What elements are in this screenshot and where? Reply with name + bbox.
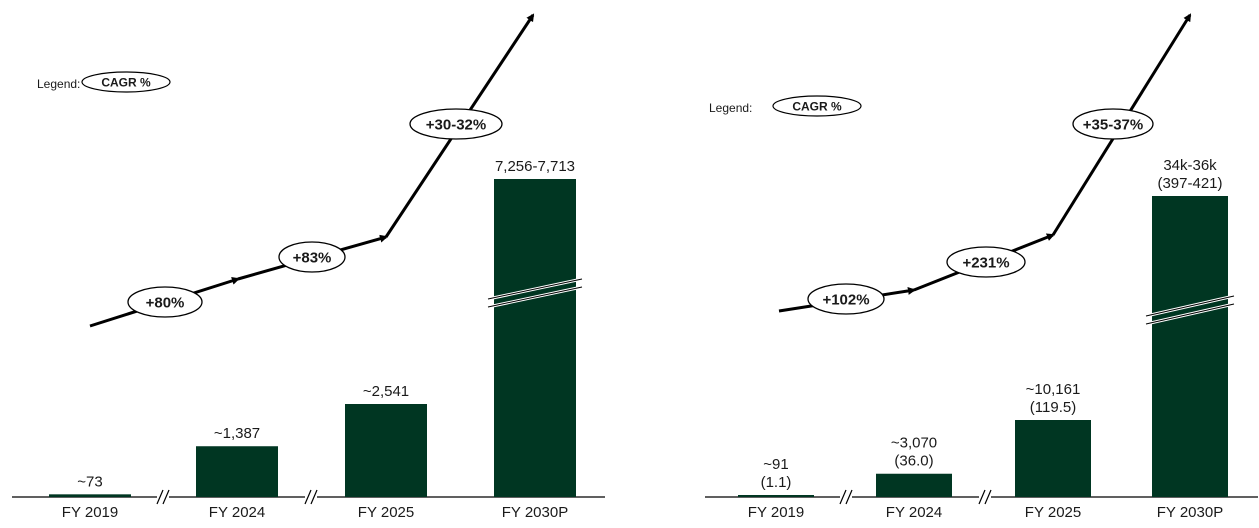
tick-label-right-3: FY 2030P: [1157, 504, 1223, 521]
value-label-left-2: ~2,541: [363, 383, 409, 400]
axis-break-gap-left-0: [157, 495, 169, 499]
legend-label-left: Legend:: [37, 77, 80, 91]
legend-pill-text-left: CAGR %: [101, 76, 151, 90]
bar-right-0: [738, 495, 814, 497]
cagr-pill-right-2: [946, 246, 1026, 278]
axis-break-mark-left-1-1: [310, 489, 318, 505]
legend-pill-text-right: CAGR %: [792, 100, 842, 114]
cagr-text-left-2: +83%: [293, 250, 332, 267]
bar-break-line-right-1: [1145, 303, 1235, 325]
tick-label-left-1: FY 2024: [209, 504, 265, 521]
value-label-left-0: ~73: [77, 473, 102, 490]
value-label-right-1-0: ~3,070: [891, 435, 937, 452]
bar-right-3: [1152, 196, 1228, 497]
cagr-text-right-2: +231%: [962, 255, 1009, 272]
value-label-right-0-1: (1.1): [761, 474, 792, 491]
axis-break-mark-right-1-0: [978, 489, 986, 505]
value-label-left-1: ~1,387: [214, 425, 260, 442]
tick-label-right-2: FY 2025: [1025, 504, 1081, 521]
axis-break-gap-left-1: [305, 495, 317, 499]
value-label-right-1-1: (36.0): [894, 453, 933, 470]
axis-break-gap-right-0: [840, 495, 852, 499]
cagr-pill-right-1: [807, 283, 885, 315]
axis-break-mark-left-0-1: [162, 489, 170, 505]
axis-break-mark-right-0-1: [845, 489, 853, 505]
cagr-pill-left-2: [278, 241, 346, 273]
bar-left-0: [49, 494, 131, 497]
bar-left-2: [345, 404, 427, 497]
axis-break-mark-left-0-0: [156, 489, 164, 505]
bar-left-3: [494, 179, 576, 497]
tick-label-left-2: FY 2025: [358, 504, 414, 521]
bar-left-1: [196, 446, 278, 497]
tick-label-right-0: FY 2019: [748, 504, 804, 521]
cagr-text-left-1: +80%: [146, 295, 185, 312]
legend-pill-right: [772, 95, 862, 117]
axis-break-mark-left-1-0: [304, 489, 312, 505]
value-label-right-0-0: ~91: [763, 456, 788, 473]
legend-pill-left: [81, 71, 171, 93]
value-label-left-3: 7,256-7,713: [495, 158, 575, 175]
cagr-text-right-1: +102%: [822, 292, 869, 309]
legend-label-right: Legend:: [709, 101, 752, 115]
tick-label-right-1: FY 2024: [886, 504, 942, 521]
cagr-pill-right-3: [1072, 108, 1154, 140]
cagr-pill-left-1: [127, 286, 203, 318]
axis-break-mark-right-1-1: [984, 489, 992, 505]
value-label-right-3-1: (397-421): [1157, 175, 1222, 192]
axis-break-mark-right-0-0: [839, 489, 847, 505]
bar-break-line-left-1: [487, 286, 583, 308]
bar-break-line-left-0: [487, 278, 583, 300]
value-label-right-2-1: (119.5): [1030, 399, 1076, 416]
cagr-text-left-3: +30-32%: [426, 117, 486, 134]
cagr-text-right-3: +35-37%: [1083, 117, 1143, 134]
value-label-right-2-0: ~10,161: [1026, 381, 1081, 398]
bar-right-1: [876, 473, 952, 497]
bar-right-2: [1015, 420, 1091, 497]
axis-break-gap-right-1: [979, 495, 991, 499]
tick-label-left-3: FY 2030P: [502, 504, 568, 521]
chart-marks: ~73 FY 2019 ~1,387 FY 2024 ~2,541 FY 2025 7,25…: [12, 157, 1258, 521]
cagr-arrow-left: [89, 13, 535, 328]
bar-break-line-right-0: [1145, 295, 1235, 317]
value-label-right-3-0: 34k-36k: [1163, 157, 1217, 174]
tick-label-left-0: FY 2019: [62, 504, 118, 521]
cagr-pill-left-3: [409, 108, 503, 140]
